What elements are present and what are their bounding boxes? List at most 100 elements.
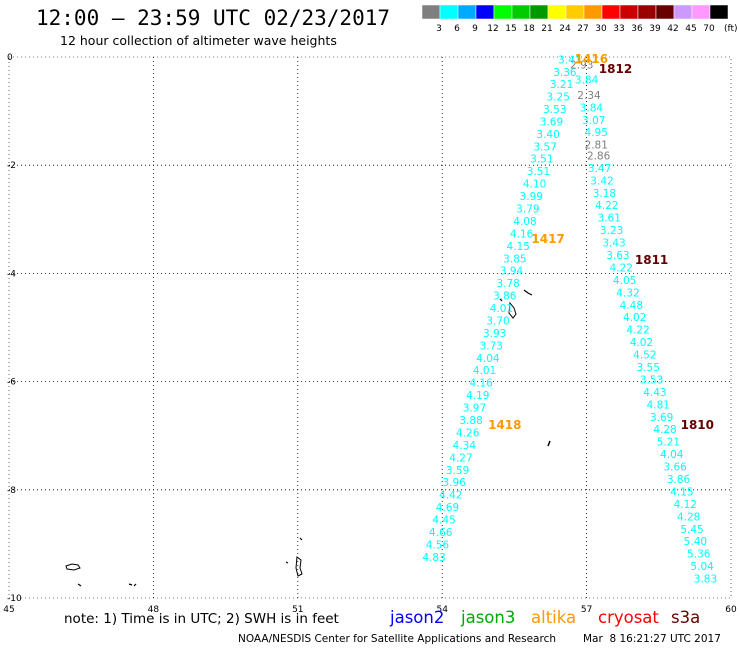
wave-height-value: 3.78 [496, 278, 519, 290]
legend-label: 15 [505, 24, 516, 34]
wave-height-value: 4.81 [647, 399, 670, 411]
wave-height-value: 4.83 [422, 552, 445, 564]
wave-height-value: 4.28 [677, 511, 700, 523]
wave-height-value: 3.51 [527, 166, 550, 178]
legend-label: 36 [631, 24, 643, 34]
altimeter-tracks: 3.413.363.213.253.533.693.403.573.513.51… [422, 55, 717, 586]
wave-height-value: 3.79 [516, 203, 539, 215]
pass-time-label: 1417 [531, 232, 564, 246]
wave-height-value: 3.86 [493, 291, 517, 303]
legend-label: 21 [541, 24, 552, 34]
legend-swatch [619, 4, 639, 20]
wave-height-value: 4.19 [466, 390, 489, 402]
island-outline [547, 440, 551, 447]
wave-height-value: 3.36 [553, 67, 577, 79]
wave-height-value: 3.63 [606, 250, 629, 262]
wave-height-value: 3.18 [593, 188, 616, 200]
wave-height-value: 4.45 [432, 515, 455, 527]
wave-height-value: 5.36 [687, 549, 711, 561]
wave-height-value: 3.86 [667, 474, 691, 486]
wave-height-value: 3.25 [547, 91, 570, 103]
wave-height-value: 4.04 [660, 449, 684, 461]
wave-height-value: 4.69 [436, 502, 459, 514]
island-outline [499, 289, 533, 302]
color-legend: 3 6 9 12 15 18 21 24 27 30 33 36 39 42 45 70 (ft) [421, 4, 738, 34]
wave-height-value: 4.22 [610, 262, 633, 274]
satellite-altika: altika [531, 608, 577, 627]
wave-height-value: 4.02 [623, 312, 646, 324]
legend-unit: (ft) [724, 24, 738, 34]
wave-height-value: 3.85 [503, 253, 526, 265]
legend-swatch [457, 4, 477, 20]
wave-height-value: 3.42 [590, 175, 613, 187]
legend-label: 42 [667, 24, 678, 34]
legend-label: 3 [436, 24, 442, 34]
legend-swatch [565, 4, 585, 20]
wave-height-value: 3.97 [463, 403, 486, 415]
legend-label: 6 [454, 24, 460, 34]
wave-height-value: 4.16 [510, 228, 534, 240]
wave-height-value: 3.41 [558, 55, 581, 67]
wave-height-value: 3.51 [530, 154, 553, 166]
legend-swatch [601, 4, 621, 20]
wave-height-value: 3.59 [446, 465, 469, 477]
wave-height-value: 4.42 [439, 490, 462, 502]
coastline-islands [65, 289, 551, 587]
map-subtitle: 12 hour collection of altimeter wave hei… [60, 33, 337, 48]
legend-swatch [637, 4, 657, 20]
wave-height-value: 3.43 [602, 238, 625, 250]
wave-height-value: 4.10 [523, 179, 546, 191]
wave-height-value: 4.27 [449, 452, 472, 464]
legend-swatch [709, 4, 729, 20]
x-tick-label: 48 [148, 605, 160, 615]
y-tick-label: -10 [7, 594, 22, 604]
y-tick-label: -6 [7, 378, 16, 388]
wave-height-value: 4.22 [626, 325, 649, 337]
map-grid: 45 48 51 54 57 60 0 -2 -4 -6 -8 -10 [3, 53, 737, 615]
wave-height-value: 3.53 [640, 374, 663, 386]
wave-height-value: 3.93 [483, 328, 506, 340]
satellite-s3a: s3a [671, 608, 701, 627]
wave-height-value: 4.48 [620, 300, 643, 312]
wave-height-value: 4.56 [426, 539, 450, 551]
legend-swatch [439, 4, 459, 20]
wave-height-value: 4.52 [633, 350, 656, 362]
satellite-jason3: jason3 [461, 608, 516, 627]
legend-label: 33 [613, 24, 624, 34]
map-title: 12:00 – 23:59 UTC 02/23/2017 [36, 6, 391, 30]
wave-height-value: 4.28 [653, 424, 676, 436]
pass-time-label: 1811 [635, 253, 668, 267]
wave-height-value: 3.07 [582, 115, 605, 127]
wave-height-value: 4.22 [595, 200, 618, 212]
wave-height-value: 3.70 [486, 315, 509, 327]
wave-height-value: 4.66 [429, 527, 453, 539]
legend-swatch [475, 4, 495, 20]
wave-height-value: 4.32 [616, 287, 639, 299]
island-outline [128, 583, 137, 587]
wave-height-value: 3.88 [459, 415, 482, 427]
wave-height-value: 4.08 [513, 216, 536, 228]
legend-label: 18 [523, 24, 535, 34]
wave-height-value: 5.04 [690, 561, 714, 573]
pass-time-label: 1416 [575, 52, 608, 66]
wave-height-value: 3.83 [694, 574, 717, 586]
wave-height-value: 4.26 [456, 427, 480, 439]
credit-timestamp: Mar 8 16:21:27 UTC 2017 [583, 633, 721, 645]
wave-height-value: 4.05 [613, 275, 636, 287]
wave-height-value: 3.61 [598, 213, 621, 225]
legend-label: 9 [472, 24, 478, 34]
wave-height-value: 5.21 [657, 437, 680, 449]
x-tick-label: 54 [436, 605, 448, 615]
wave-height-value: 3.73 [480, 340, 503, 352]
wave-height-value: 3.94 [500, 266, 524, 278]
legend-label: 27 [577, 24, 588, 34]
x-tick-label: 51 [292, 605, 303, 615]
x-tick-label: 45 [3, 605, 14, 615]
wave-height-value: 5.45 [680, 524, 703, 536]
legend-label: 24 [559, 24, 571, 34]
legend-swatch [583, 4, 603, 20]
island-outline [65, 563, 81, 571]
wave-height-value: 3.40 [536, 129, 559, 141]
satellite-jason2: jason2 [390, 608, 445, 627]
